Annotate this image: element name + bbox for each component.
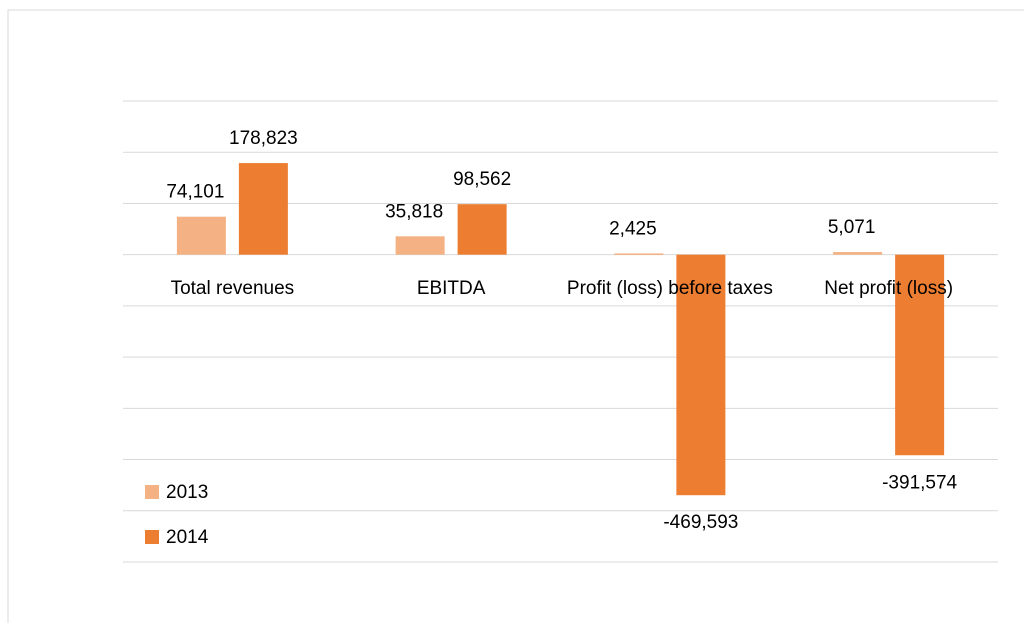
data-label: 98,562 (453, 169, 511, 190)
x-tick-label: Net profit (loss) (824, 277, 954, 299)
data-label: 74,101 (166, 182, 224, 203)
x-tick-label: Profit (loss) before taxes (566, 277, 773, 299)
bar (614, 253, 664, 255)
data-label: 35,818 (385, 201, 443, 222)
bar (238, 163, 288, 255)
data-label: 5,071 (828, 217, 876, 238)
legend-label: 2014 (166, 527, 209, 548)
bar (176, 216, 226, 255)
legend-swatch (145, 485, 159, 499)
data-label: 178,823 (229, 128, 298, 149)
bar (676, 254, 726, 496)
data-label: -391,574 (882, 472, 957, 493)
bar (395, 236, 445, 255)
x-tick-label: Total revenues (170, 277, 295, 299)
x-tick-label: EBITDA (416, 277, 486, 299)
chart-frame (7, 9, 1024, 623)
bar (457, 204, 507, 255)
data-label: -469,593 (663, 512, 738, 533)
bar (895, 254, 945, 456)
legend-label: 2013 (166, 482, 208, 503)
bar (833, 252, 883, 255)
legend-swatch (145, 530, 159, 544)
data-label: 2,425 (609, 218, 657, 239)
